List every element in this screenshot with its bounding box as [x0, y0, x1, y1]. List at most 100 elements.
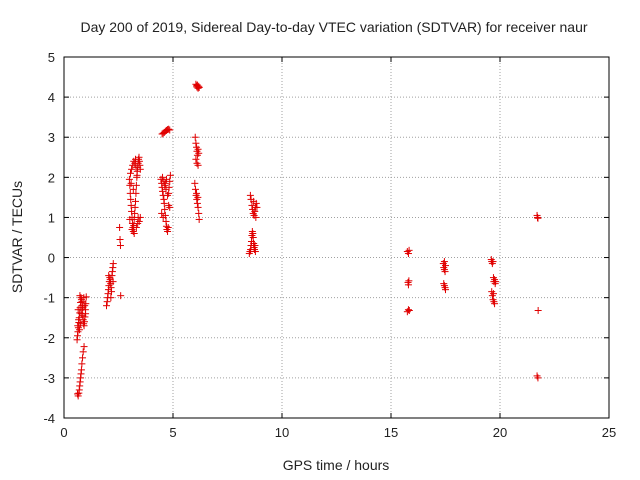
axis-ticks — [63, 56, 610, 419]
data-point — [191, 179, 199, 187]
data-point — [193, 189, 201, 197]
y-tick-label: -2 — [43, 331, 55, 346]
data-point — [164, 223, 172, 231]
y-tick-label: 5 — [48, 50, 55, 65]
data-point — [166, 126, 174, 134]
data-point — [164, 227, 172, 235]
data-point — [80, 294, 88, 302]
data-point — [160, 199, 168, 207]
data-point — [489, 290, 497, 298]
data-point — [107, 294, 115, 302]
data-point — [75, 326, 83, 334]
x-tick-labels: 0 5 10 15 20 25 — [60, 425, 616, 440]
data-point — [251, 242, 259, 250]
data-points — [73, 80, 542, 400]
y-tick-label: -4 — [43, 411, 55, 426]
data-point — [195, 215, 203, 223]
data-point — [81, 313, 89, 321]
data-point — [405, 307, 413, 315]
data-point — [246, 191, 254, 199]
data-point — [108, 288, 116, 296]
y-tick-label: 4 — [48, 90, 55, 105]
data-point — [74, 306, 82, 314]
data-point — [164, 191, 172, 199]
data-point — [109, 278, 117, 286]
data-point — [78, 360, 86, 368]
data-point — [162, 175, 170, 183]
data-point — [191, 133, 199, 141]
y-tick-label: 0 — [48, 251, 55, 266]
data-point — [404, 306, 412, 314]
data-point — [161, 179, 169, 187]
data-point — [130, 229, 138, 237]
data-point — [250, 197, 258, 205]
data-point — [105, 272, 113, 280]
data-point — [192, 155, 200, 163]
data-point — [136, 213, 144, 221]
data-point — [127, 201, 135, 209]
data-point — [253, 203, 261, 211]
data-point — [76, 320, 84, 328]
x-tick-label: 20 — [493, 425, 507, 440]
y-axis-label: SDTVAR / TECUs — [9, 181, 25, 293]
data-point — [159, 173, 167, 181]
y-tick-label: 1 — [48, 210, 55, 225]
data-point — [129, 185, 137, 193]
data-point — [109, 260, 117, 268]
data-point — [77, 366, 85, 374]
x-tick-label: 0 — [60, 425, 67, 440]
data-point — [192, 139, 200, 147]
data-point — [128, 165, 136, 173]
chart-title: Day 200 of 2019, Sidereal Day-to-day VTE… — [80, 19, 587, 35]
data-point — [132, 163, 140, 171]
data-point — [195, 83, 203, 91]
data-point — [195, 209, 203, 217]
y-tick-label: 3 — [48, 130, 55, 145]
data-point — [136, 165, 144, 173]
data-point — [133, 171, 141, 179]
data-point — [132, 189, 140, 197]
data-point — [489, 258, 497, 266]
data-point — [165, 125, 173, 133]
data-point — [195, 149, 203, 157]
data-point — [75, 316, 83, 324]
grid-lines — [64, 57, 609, 418]
y-tick-label: 2 — [48, 170, 55, 185]
data-point — [251, 248, 259, 256]
data-point — [126, 169, 134, 177]
x-tick-label: 10 — [275, 425, 289, 440]
data-point — [441, 268, 449, 276]
data-point — [132, 155, 140, 163]
data-point — [534, 374, 542, 382]
data-point — [132, 223, 140, 231]
data-point — [131, 159, 139, 167]
data-point — [194, 203, 202, 211]
data-point — [132, 197, 140, 205]
data-point — [158, 209, 166, 217]
data-point — [116, 236, 124, 244]
data-point — [116, 242, 124, 250]
data-point — [80, 343, 88, 351]
data-point — [194, 145, 202, 153]
data-point — [127, 195, 135, 203]
data-point — [534, 307, 542, 315]
x-tick-label: 25 — [602, 425, 616, 440]
data-point — [491, 300, 499, 308]
data-point — [440, 258, 448, 266]
data-point — [159, 213, 167, 221]
data-point — [126, 215, 134, 223]
data-point — [251, 207, 259, 215]
data-point — [127, 179, 135, 187]
data-point — [117, 292, 125, 300]
data-point — [79, 354, 87, 362]
data-point — [404, 281, 412, 289]
data-point — [131, 203, 139, 211]
data-point — [193, 199, 201, 207]
x-axis-label: GPS time / hours — [283, 457, 390, 473]
data-point — [249, 234, 257, 241]
data-point — [194, 193, 202, 201]
y-tick-labels: -4 -3 -2 -1 0 1 2 3 4 5 — [43, 50, 55, 426]
data-point — [78, 298, 86, 306]
data-point — [162, 185, 170, 193]
data-point — [132, 181, 140, 189]
